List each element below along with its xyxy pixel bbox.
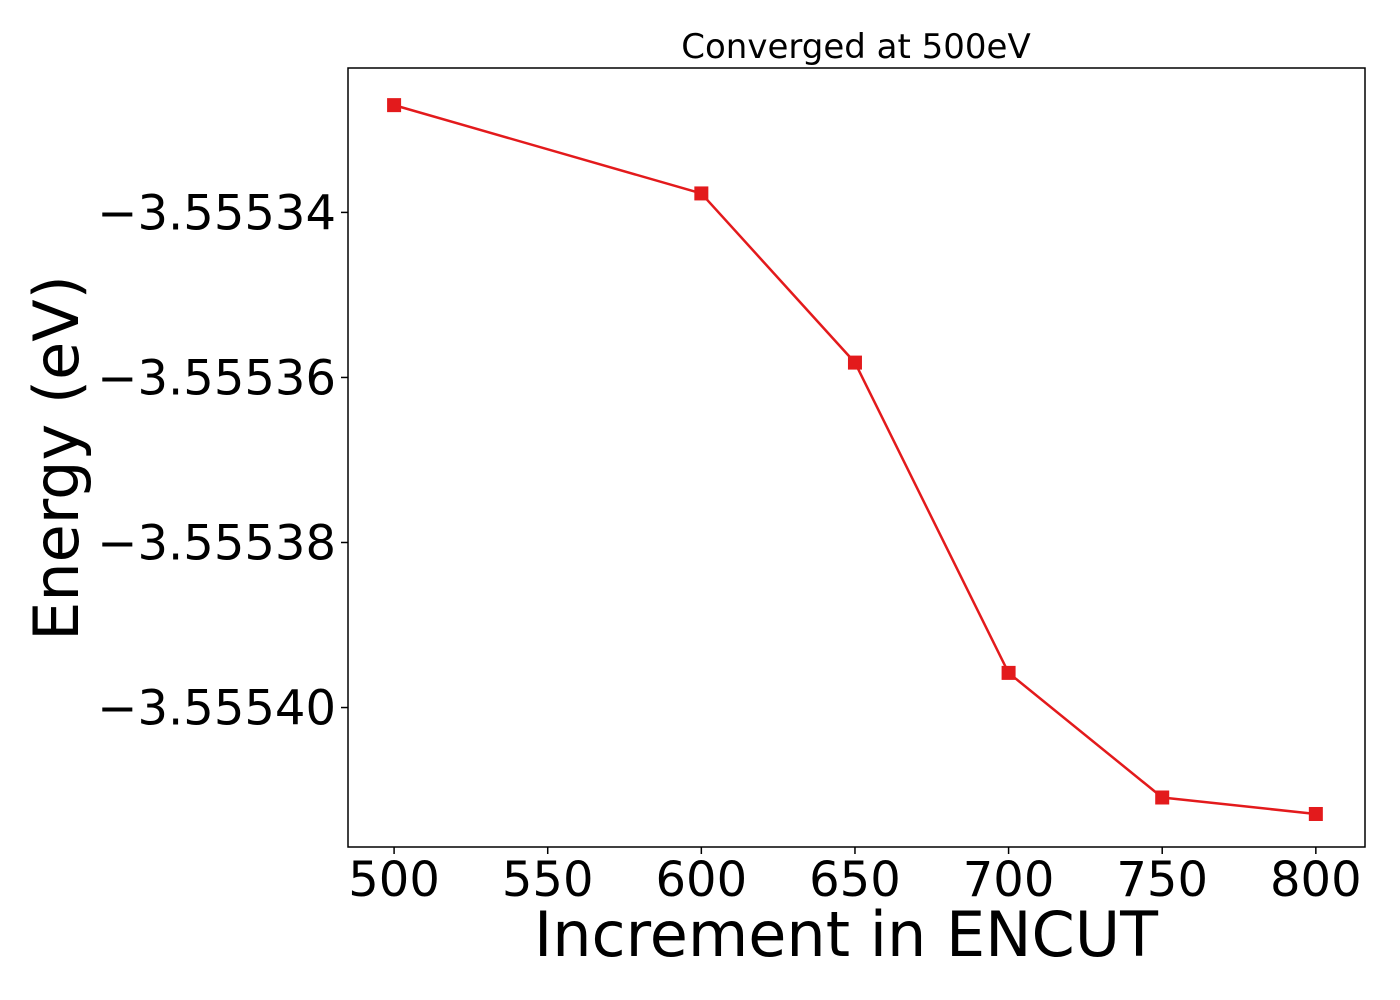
y-tick-label: −3.55536 — [97, 350, 336, 406]
data-point-marker — [1308, 806, 1323, 821]
x-tick-label: 700 — [963, 852, 1055, 908]
x-tick-label: 650 — [809, 852, 901, 908]
x-tick-label: 750 — [1116, 852, 1208, 908]
data-point-marker — [694, 186, 709, 201]
x-tick-label: 550 — [502, 852, 594, 908]
x-axis-label: Increment in ENCUT — [534, 898, 1159, 971]
data-point-marker — [847, 355, 862, 370]
plot-series — [387, 98, 1323, 821]
y-axis-ticks: −3.55534 −3.55536 −3.55538 −3.55540 — [97, 185, 348, 737]
x-tick-label: 500 — [348, 852, 440, 908]
x-tick-label: 600 — [656, 852, 748, 908]
chart-title: Converged at 500eV — [681, 27, 1030, 67]
y-axis-label: Energy (eV) — [20, 275, 93, 641]
data-point-marker — [387, 98, 402, 113]
y-tick-label: −3.55538 — [97, 515, 336, 571]
x-axis-ticks: 500 550 600 650 700 750 800 — [348, 847, 1362, 908]
series-line — [393, 103, 1316, 816]
plot-frame — [347, 67, 1366, 848]
y-tick-label: −3.55540 — [97, 681, 336, 737]
data-point-marker — [1155, 790, 1170, 805]
y-tick-label: −3.55534 — [97, 185, 336, 241]
data-point-marker — [1001, 665, 1016, 680]
x-tick-label: 800 — [1270, 852, 1362, 908]
